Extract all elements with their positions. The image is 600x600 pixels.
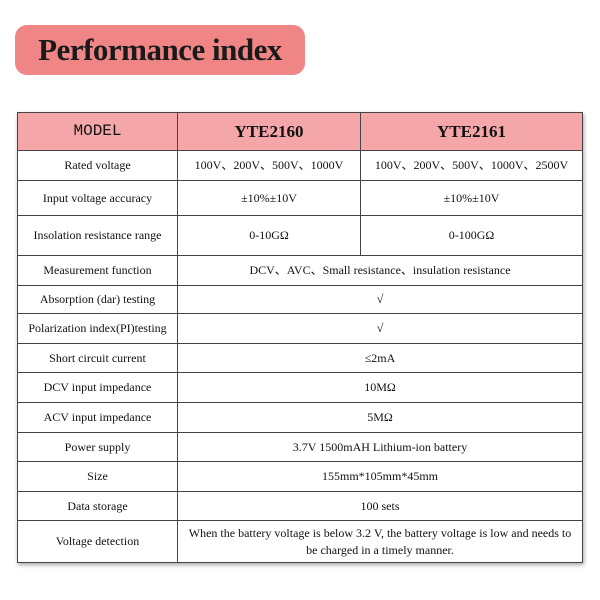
row-label: Absorption (dar) testing xyxy=(17,285,178,314)
cell: 5MΩ xyxy=(177,402,583,433)
table-row: Measurement function DCV、AVC、Small resist… xyxy=(17,255,583,286)
cell: 100 sets xyxy=(177,491,583,521)
row-label: Measurement function xyxy=(17,255,178,286)
row-label: Power supply xyxy=(17,432,178,462)
table-row: ACV input impedance 5MΩ xyxy=(17,402,583,433)
row-label: DCV input impedance xyxy=(17,372,178,403)
cell: ≤2mA xyxy=(177,343,583,373)
table-row: Power supply 3.7V 1500mAH Lithium-ion bat… xyxy=(17,432,583,462)
cell: ±10%±10V xyxy=(360,180,583,216)
table-row: DCV input impedance 10MΩ xyxy=(17,372,583,403)
header-row: MODEL YTE2160 YTE2161 xyxy=(17,112,583,151)
title-badge: Performance index xyxy=(15,25,305,75)
row-label: Insolation resistance range xyxy=(17,215,178,256)
column-header: MODEL xyxy=(17,112,178,151)
column-header: YTE2160 xyxy=(177,112,361,151)
cell: 100V、200V、500V、1000V、2500V xyxy=(360,150,583,181)
cell: 10MΩ xyxy=(177,372,583,403)
cell: 155mm*105mm*45mm xyxy=(177,461,583,492)
cell: 100V、200V、500V、1000V xyxy=(177,150,361,181)
table-row: Voltage detection When the battery voltag… xyxy=(17,520,583,563)
row-label: Size xyxy=(17,461,178,492)
table-row: Data storage 100 sets xyxy=(17,491,583,521)
cell: ±10%±10V xyxy=(177,180,361,216)
cell: 0-10GΩ xyxy=(177,215,361,256)
column-header: YTE2161 xyxy=(360,112,583,151)
table-row: Absorption (dar) testing √ xyxy=(17,285,583,314)
cell: When the battery voltage is below 3.2 V,… xyxy=(177,520,583,563)
table-row: Size 155mm*105mm*45mm xyxy=(17,461,583,492)
table-row: Short circuit current ≤2mA xyxy=(17,343,583,373)
cell: √ xyxy=(177,285,583,314)
cell: 0-100GΩ xyxy=(360,215,583,256)
cell: DCV、AVC、Small resistance、insulation resi… xyxy=(177,255,583,286)
table-row: Insolation resistance range 0-10GΩ 0-100GΩ xyxy=(17,215,583,256)
row-label: ACV input impedance xyxy=(17,402,178,433)
row-label: Voltage detection xyxy=(17,520,178,563)
table-row: Rated voltage 100V、200V、500V、1000V 100V、20… xyxy=(17,150,583,181)
table-row: Input voltage accuracy ±10%±10V ±10%±10V xyxy=(17,180,583,216)
cell: √ xyxy=(177,313,583,344)
cell: 3.7V 1500mAH Lithium-ion battery xyxy=(177,432,583,462)
row-label: Input voltage accuracy xyxy=(17,180,178,216)
row-label: Rated voltage xyxy=(17,150,178,181)
row-label: Data storage xyxy=(17,491,178,521)
row-label: Short circuit current xyxy=(17,343,178,373)
table-row: Polarization index(PI)testing √ xyxy=(17,313,583,344)
row-label: Polarization index(PI)testing xyxy=(17,313,178,344)
spec-table: MODEL YTE2160 YTE2161 Rated voltage 100V、20… xyxy=(17,112,583,563)
